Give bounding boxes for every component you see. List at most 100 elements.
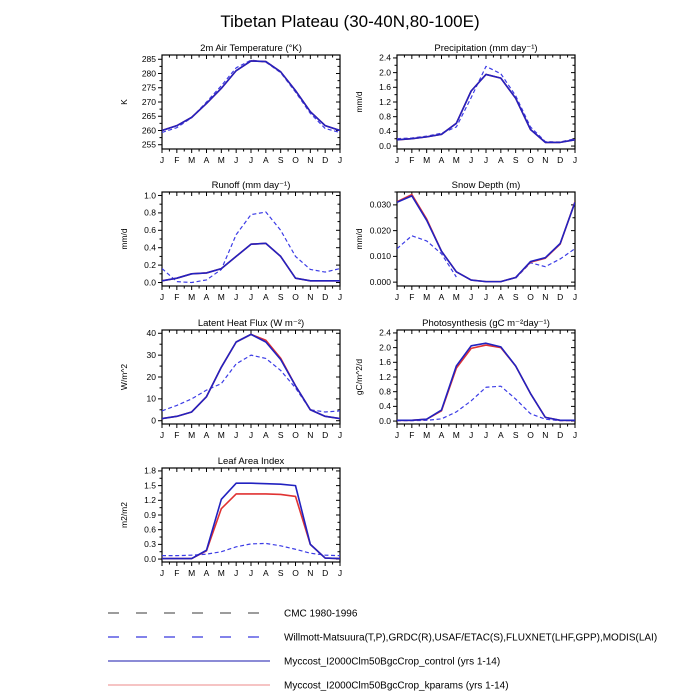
- y-axis-label: gC/m^2/d: [354, 359, 364, 395]
- y-tick-label: 0.8: [379, 386, 391, 396]
- legend-label-kparams: Myccost_I2000Clm50BgcCrop_kparams (yrs 1…: [284, 681, 509, 692]
- x-tick-label: S: [513, 155, 519, 165]
- subplot-precipitation: J F M A M J J A S O N D J0.00.40.81.21.62.02.4Precip…: [354, 43, 577, 165]
- x-tick-label: M: [218, 155, 225, 165]
- x-tick-label: J: [249, 155, 253, 165]
- x-tick-label: A: [439, 155, 445, 165]
- x-tick-label: A: [204, 292, 210, 302]
- series-control: [162, 60, 340, 132]
- x-tick-label: J: [395, 155, 399, 165]
- x-tick-label: D: [557, 430, 563, 440]
- y-tick-label: 0.0: [144, 554, 156, 564]
- x-tick-label: M: [218, 292, 225, 302]
- y-tick-label: 2.0: [379, 342, 391, 352]
- x-tick-label: J: [469, 292, 473, 302]
- series-kparams: [397, 344, 575, 422]
- x-tick-label: O: [292, 430, 299, 440]
- x-tick-label: D: [322, 568, 328, 578]
- x-tick-label: F: [409, 155, 414, 165]
- y-tick-label: 260: [142, 125, 156, 135]
- subplot-title: Snow Depth (m): [452, 180, 521, 191]
- y-tick-label: 2.4: [379, 328, 391, 338]
- y-tick-label: 0.8: [379, 111, 391, 121]
- y-tick-label: 0.030: [370, 200, 392, 210]
- y-tick-label: 275: [142, 83, 156, 93]
- x-tick-label: S: [278, 430, 284, 440]
- series-control: [397, 195, 575, 283]
- x-tick-label: N: [542, 430, 548, 440]
- x-tick-label: A: [498, 430, 504, 440]
- x-tick-label: A: [204, 568, 210, 578]
- y-tick-label: 0.3: [144, 539, 156, 549]
- series-obs: [397, 65, 575, 143]
- y-tick-label: 0.2: [144, 260, 156, 270]
- series-obs: [162, 59, 340, 134]
- x-tick-label: F: [174, 430, 179, 440]
- x-tick-label: F: [409, 292, 414, 302]
- x-tick-label: M: [188, 292, 195, 302]
- x-tick-label: J: [395, 430, 399, 440]
- y-axis-label: K: [119, 99, 129, 105]
- x-tick-label: A: [204, 155, 210, 165]
- y-axis-label: mm/d: [354, 228, 364, 250]
- subplot-title: Latent Heat Flux (W m⁻²): [198, 318, 304, 329]
- legend-label-cmc: CMC 1980-1996: [284, 609, 358, 620]
- x-tick-label: D: [322, 155, 328, 165]
- y-tick-label: 265: [142, 111, 156, 121]
- y-tick-label: 0.8: [144, 208, 156, 218]
- x-tick-label: J: [395, 292, 399, 302]
- x-tick-label: A: [263, 155, 269, 165]
- y-axis-label: W/m^2: [119, 364, 129, 390]
- x-tick-label: M: [423, 155, 430, 165]
- subplot-photosynthesis: J F M A M J J A S O N D J0.00.40.81.21.62.02.4Photos…: [354, 318, 577, 440]
- x-tick-label: F: [409, 430, 414, 440]
- y-tick-label: 1.6: [379, 357, 391, 367]
- x-tick-label: D: [557, 292, 563, 302]
- series-control: [397, 342, 575, 422]
- x-tick-label: N: [307, 568, 313, 578]
- x-tick-label: J: [573, 292, 577, 302]
- series-kparams: [397, 73, 575, 144]
- y-tick-label: 1.2: [144, 495, 156, 505]
- x-tick-label: N: [542, 292, 548, 302]
- x-tick-label: M: [453, 155, 460, 165]
- x-tick-label: M: [188, 568, 195, 578]
- y-tick-label: 0.4: [379, 126, 391, 136]
- x-tick-label: J: [234, 155, 238, 165]
- series-obs: [515, 248, 575, 279]
- x-tick-label: A: [439, 430, 445, 440]
- x-tick-label: S: [513, 292, 519, 302]
- x-tick-label: O: [292, 155, 299, 165]
- x-tick-label: J: [573, 155, 577, 165]
- x-tick-label: M: [188, 155, 195, 165]
- y-tick-label: 1.6: [379, 82, 391, 92]
- x-tick-label: A: [263, 568, 269, 578]
- x-tick-label: M: [188, 430, 195, 440]
- y-tick-label: 0.0: [379, 416, 391, 426]
- x-tick-label: J: [234, 430, 238, 440]
- x-tick-label: J: [249, 430, 253, 440]
- series-obs: [397, 235, 457, 278]
- x-tick-label: A: [263, 292, 269, 302]
- x-tick-label: J: [160, 292, 164, 302]
- x-tick-label: D: [322, 430, 328, 440]
- y-axis-label: mm/d: [354, 91, 364, 113]
- x-tick-label: M: [218, 430, 225, 440]
- x-tick-label: M: [218, 568, 225, 578]
- x-tick-label: A: [498, 155, 504, 165]
- x-tick-label: O: [292, 292, 299, 302]
- y-axis-label: m2/m2: [119, 502, 129, 528]
- series-control: [162, 242, 340, 282]
- y-tick-label: 0.0: [379, 141, 391, 151]
- x-tick-label: D: [557, 155, 563, 165]
- x-tick-label: M: [453, 430, 460, 440]
- y-tick-label: 0.000: [370, 277, 392, 287]
- x-tick-label: J: [160, 568, 164, 578]
- plot-frame: [161, 191, 341, 287]
- x-tick-label: S: [278, 568, 284, 578]
- x-tick-label: M: [423, 292, 430, 302]
